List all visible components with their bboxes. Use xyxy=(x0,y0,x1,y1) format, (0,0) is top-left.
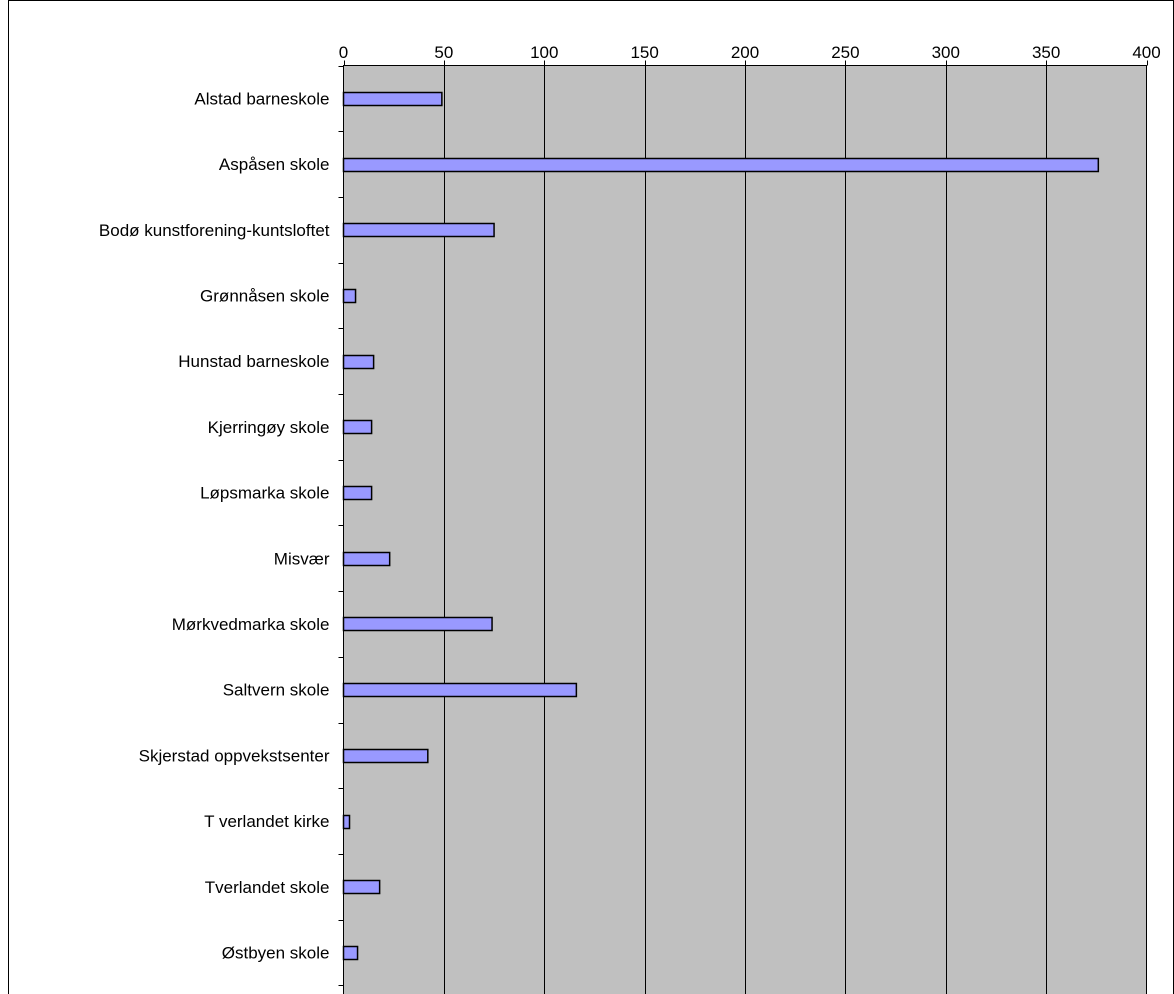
category-label: Bodø kunstforening-kuntsloftet xyxy=(99,221,330,240)
bar xyxy=(342,288,357,304)
x-tick-label: 350 xyxy=(1032,43,1060,62)
bar xyxy=(342,945,359,961)
category-label: Grønnåsen skole xyxy=(200,286,329,305)
x-tick-label: 250 xyxy=(831,43,859,62)
category-label: Østbyen skole xyxy=(222,943,330,962)
bar xyxy=(342,616,493,632)
x-tick-label: 200 xyxy=(731,43,759,62)
category-label: Alstad barneskole xyxy=(194,89,329,108)
y-axis-ticks xyxy=(338,66,344,986)
x-tick-label: 0 xyxy=(339,43,348,62)
category-label: Mørkvedmarka skole xyxy=(172,615,330,634)
category-label: Kjerringøy skole xyxy=(208,418,330,437)
y-axis-category-labels: Alstad barneskole Aspåsen skole Bodø kunst… xyxy=(99,89,330,962)
x-axis-tick-labels: 0 50 100 150 200 250 300 350 400 xyxy=(339,43,1161,62)
category-label: Tverlandet skole xyxy=(205,878,330,897)
x-tick-label: 150 xyxy=(630,43,658,62)
bar xyxy=(342,354,375,370)
bars xyxy=(342,91,1100,961)
category-label: Skjerstad oppvekstsenter xyxy=(139,746,330,765)
bar xyxy=(342,485,373,501)
category-label: Hunstad barneskole xyxy=(178,352,329,371)
bar xyxy=(342,814,351,830)
x-tick-label: 100 xyxy=(530,43,558,62)
category-label: Aspåsen skole xyxy=(219,155,330,174)
bar xyxy=(342,222,495,238)
category-label: T verlandet kirke xyxy=(204,812,329,831)
gridlines xyxy=(444,65,1047,994)
x-tick-label: 400 xyxy=(1132,43,1160,62)
x-tick-label: 50 xyxy=(434,43,453,62)
bar xyxy=(342,748,429,764)
category-label: Misvær xyxy=(274,549,330,568)
bar xyxy=(342,157,1100,173)
category-label: Løpsmarka skole xyxy=(200,484,329,503)
bar xyxy=(342,551,391,567)
bar xyxy=(342,879,381,895)
bar xyxy=(342,91,443,107)
category-label: Saltvern skole xyxy=(223,681,330,700)
bar xyxy=(342,682,578,698)
x-tick-label: 300 xyxy=(932,43,960,62)
bar xyxy=(342,419,373,435)
x-axis-ticks xyxy=(344,60,1148,66)
